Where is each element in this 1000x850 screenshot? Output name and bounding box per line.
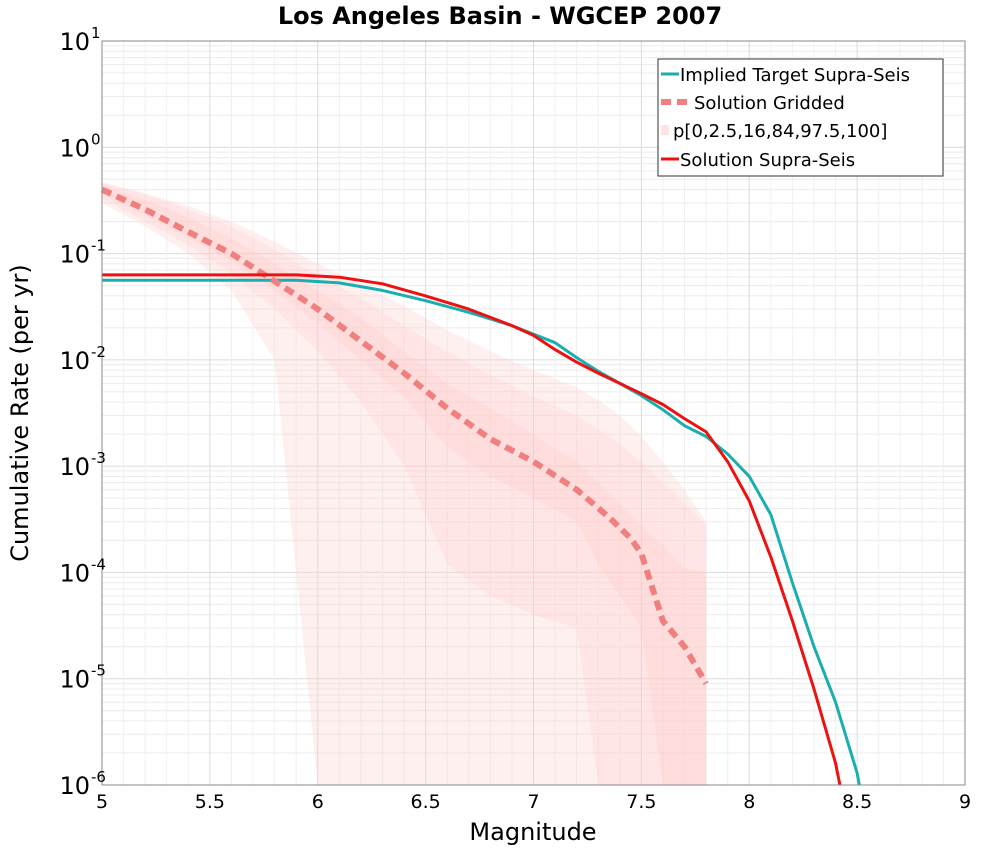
y-tick-label: 10: [59, 347, 90, 375]
x-tick-label: 6: [312, 791, 324, 813]
x-tick-label: 7.5: [626, 791, 656, 813]
y-tick-exponent: 1: [91, 24, 101, 42]
x-tick-label: 5: [96, 791, 108, 813]
x-tick-label: 6.5: [411, 791, 441, 813]
y-tick-exponent: -2: [91, 343, 106, 361]
y-tick-exponent: -4: [91, 555, 106, 573]
band-p16-p84: [102, 185, 707, 785]
x-axis-ticks: 5 5.5 6 6.5 7 7.5 8 8.5 9: [96, 791, 971, 813]
legend-band-label: p[0,2.5,16,84,97.5,100]: [673, 121, 887, 142]
y-tick-label: 10: [59, 559, 90, 587]
percentile-bands: [102, 182, 707, 786]
plot-frame: [101, 40, 966, 786]
legend-gridded-label: Solution Gridded: [694, 93, 845, 114]
x-tick-label: 9: [959, 791, 971, 813]
legend-target-label: Implied Target Supra-Seis: [680, 65, 910, 86]
y-tick-label: 10: [59, 28, 90, 56]
chart-title: Los Angeles Basin - WGCEP 2007: [278, 2, 722, 30]
x-tick-label: 7: [527, 791, 539, 813]
legend: Implied Target Supra-Seis Solution Gridd…: [657, 58, 944, 177]
y-tick-exponent: -6: [91, 768, 106, 786]
x-tick-label: 8: [743, 791, 755, 813]
legend-box: [657, 58, 944, 177]
y-tick-exponent: -1: [91, 237, 106, 255]
y-tick-label: 10: [59, 772, 90, 800]
series-line-1: [100, 186, 709, 686]
legend-band-swatch: [661, 125, 669, 135]
x-axis-label: Magnitude: [469, 818, 596, 846]
x-tick-label: 5.5: [195, 791, 225, 813]
series-line-3: [102, 273, 842, 786]
y-tick-label: 10: [59, 134, 90, 162]
y-tick-exponent: -3: [91, 449, 106, 467]
y-tick-label: 10: [59, 453, 90, 481]
y-tick-label: 10: [59, 666, 90, 694]
x-tick-label: 8.5: [842, 791, 872, 813]
series-lines: [100, 186, 861, 786]
band-p0-p100: [102, 182, 707, 786]
legend-supra-label: Solution Supra-Seis: [680, 150, 855, 171]
band-p2_5-p97_5: [102, 183, 707, 786]
y-tick-exponent: 0: [91, 130, 101, 148]
y-axis-label: Cumulative Rate (per yr): [6, 264, 34, 562]
y-tick-label: 10: [59, 241, 90, 269]
y-tick-exponent: -5: [91, 662, 106, 680]
